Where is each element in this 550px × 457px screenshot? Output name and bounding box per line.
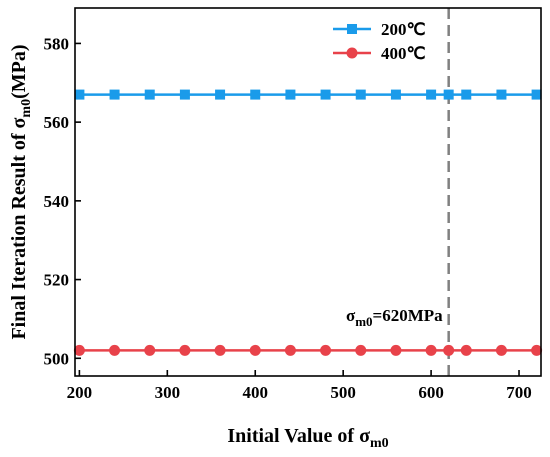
x-tick-label: 200 [67,383,93,402]
x-tick-label: 700 [506,383,532,402]
reference-annotation: σm0=620MPa [346,306,443,329]
plot-frame [74,7,542,377]
data-point [320,89,331,100]
data-point [179,344,191,356]
data-point [284,344,296,356]
x-tick-label: 600 [418,383,444,402]
data-point [460,344,472,356]
data-point [461,89,472,100]
ticks-layer: 200 300 400 500 600 700 500 520 540 560 580 [44,34,532,402]
data-point [531,89,542,100]
data-point [390,344,402,356]
data-point [425,344,437,356]
y-tick-label: 500 [44,349,70,368]
series-0 [74,89,542,100]
data-point [531,344,543,356]
data-point [495,344,507,356]
x-tick-label: 400 [242,383,268,402]
y-axis-title: Final Iteration Result of σm0(MPa) [8,44,34,339]
data-point [250,89,261,100]
y-tick-label: 560 [44,113,70,132]
data-point [144,344,156,356]
x-tick-label: 500 [330,383,356,402]
data-point [179,89,190,100]
series-layer [73,89,543,356]
data-point [390,89,401,100]
legend: 200℃ 400℃ [333,20,426,63]
data-point [355,89,366,100]
data-point [215,89,226,100]
data-point [285,89,296,100]
data-point [426,89,437,100]
x-tick-label: 300 [155,383,181,402]
legend-marker [347,24,357,34]
legend-item: 400℃ [333,44,426,63]
y-tick-label: 540 [44,192,70,211]
legend-marker [346,47,358,59]
data-point [73,344,85,356]
y-tick-label: 520 [44,271,70,290]
data-point [443,89,454,100]
legend-label: 200℃ [381,20,426,39]
data-point [249,344,261,356]
data-point [214,344,226,356]
series-1 [73,344,543,356]
data-point [109,89,120,100]
x-axis-title: Initial Value of σm0 [227,425,388,451]
data-point [496,89,507,100]
y-tick-label: 580 [44,34,70,53]
data-point [109,344,121,356]
data-point [320,344,332,356]
legend-item: 200℃ [333,20,426,39]
data-point [74,89,85,100]
data-point [443,344,455,356]
legend-label: 400℃ [381,44,426,63]
data-point [144,89,155,100]
data-point [355,344,367,356]
